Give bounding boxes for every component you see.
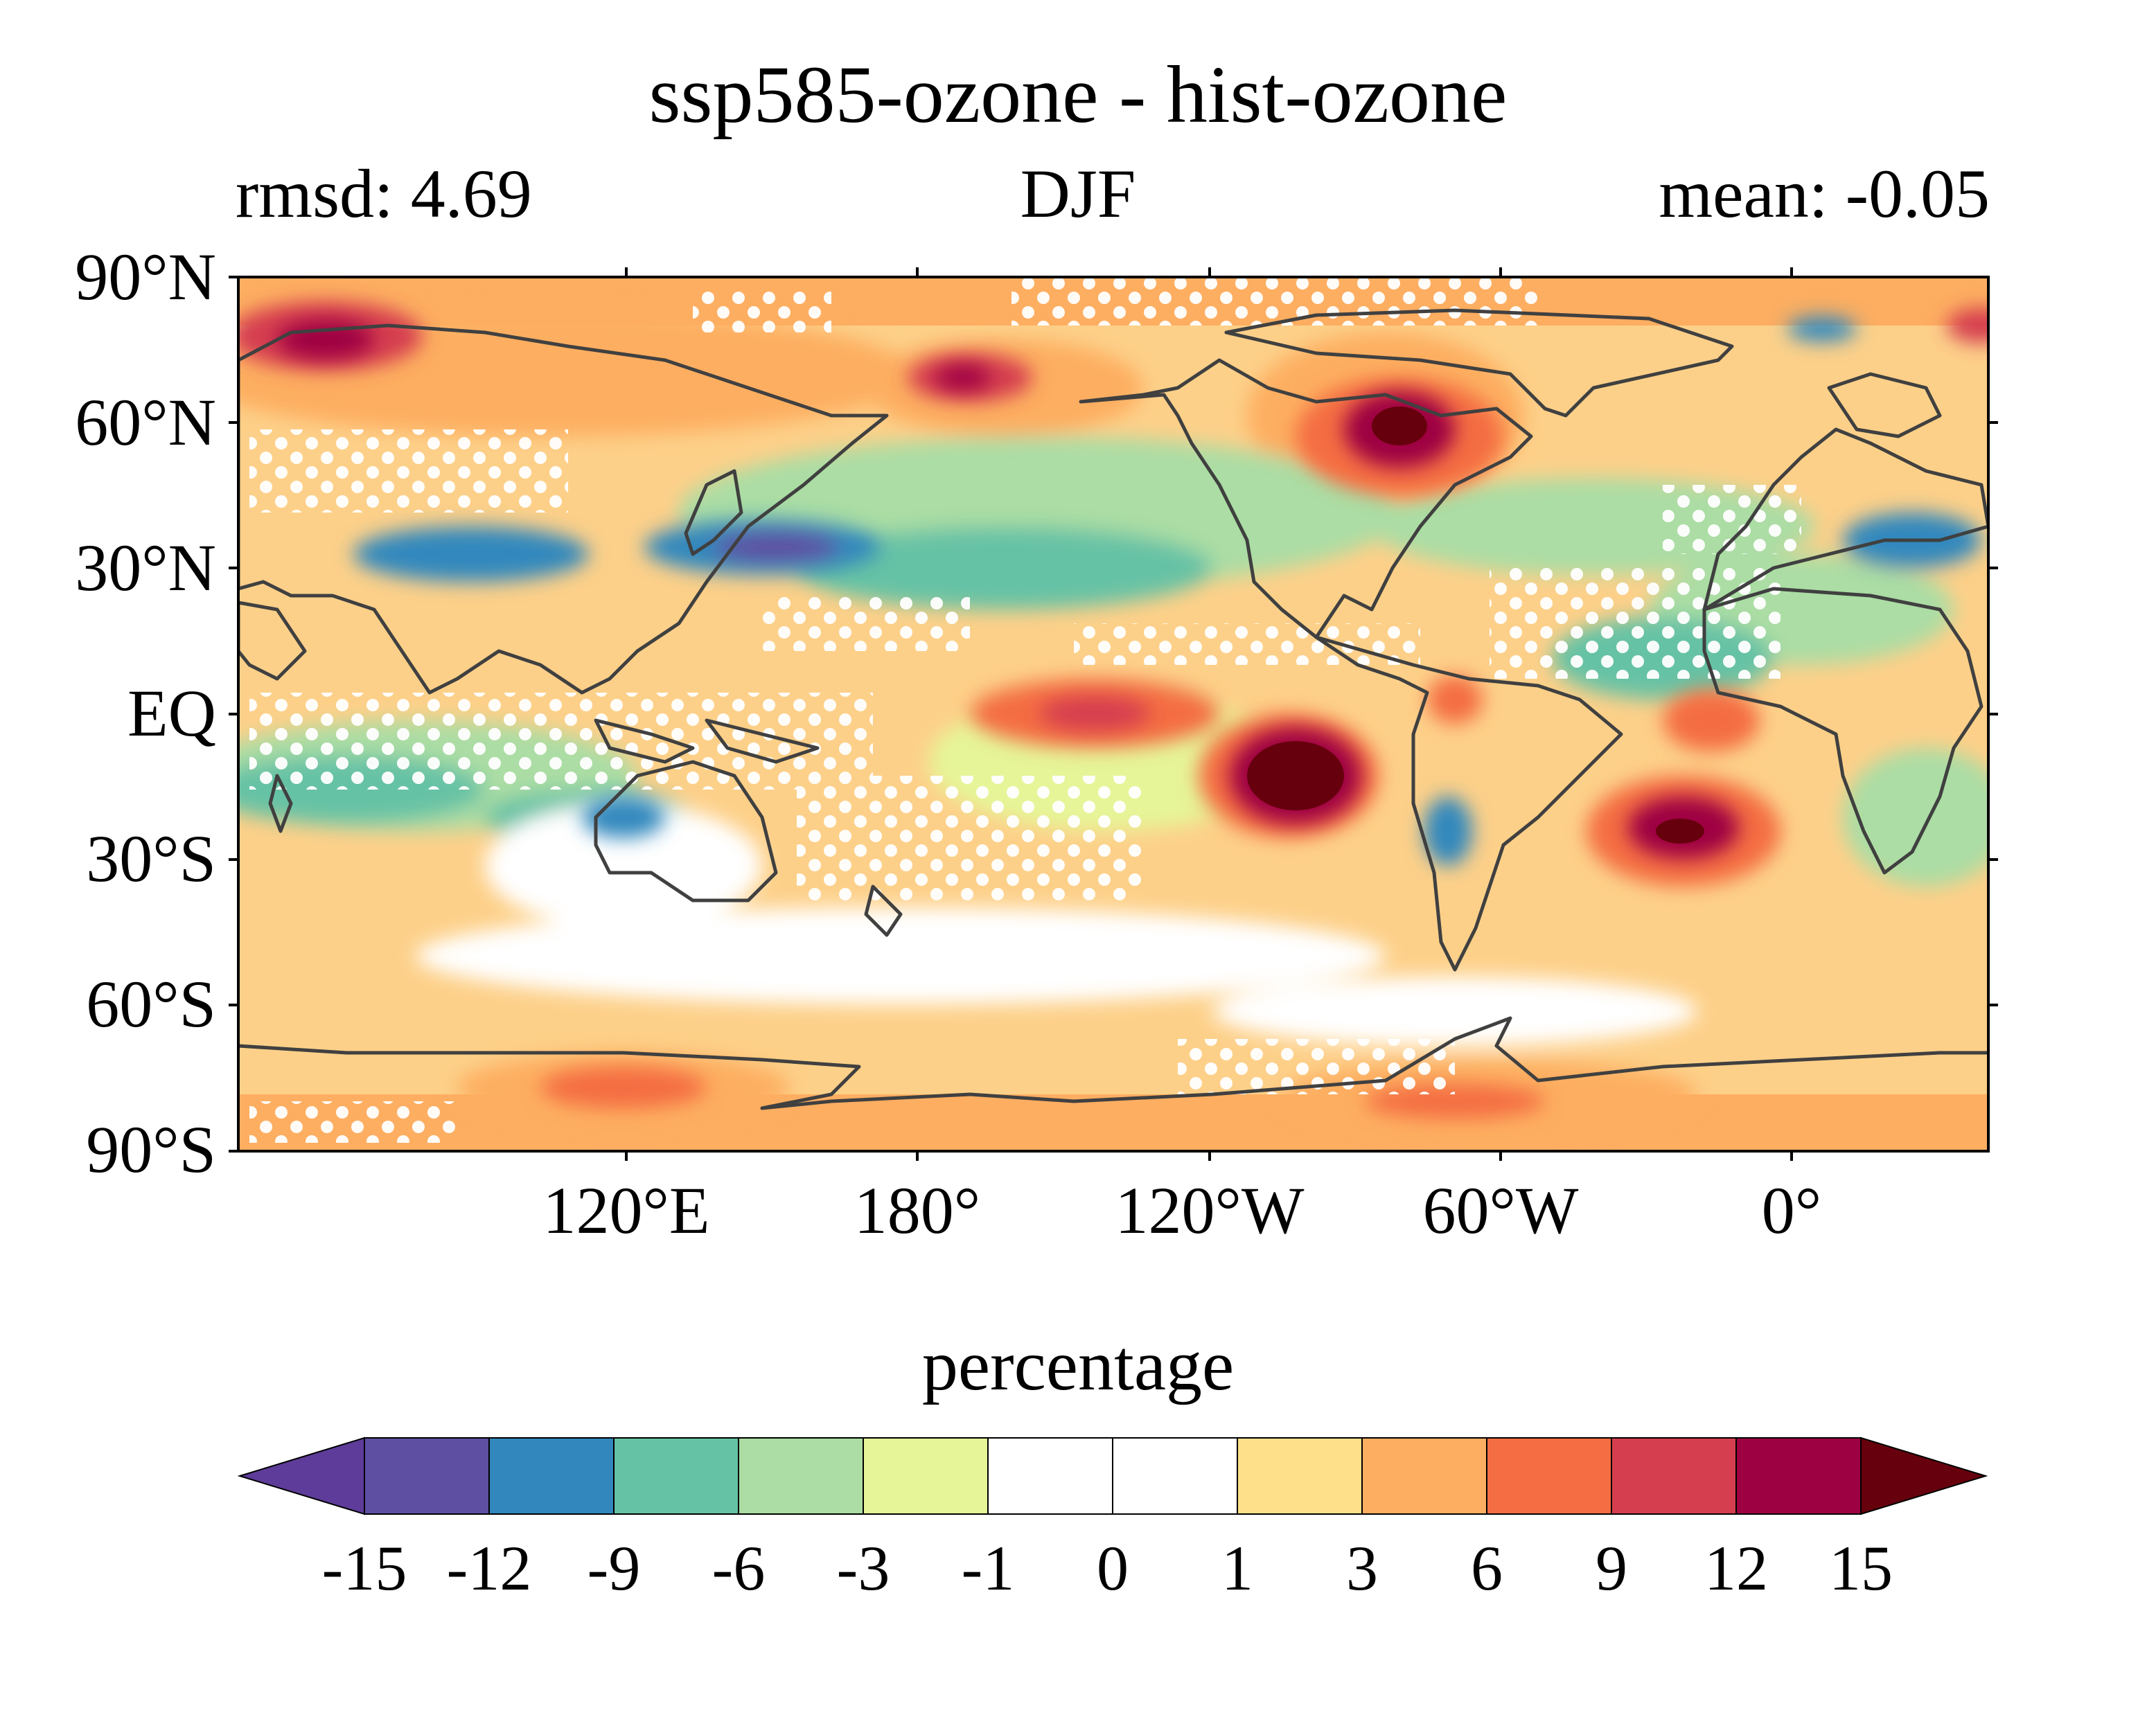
- southern-white-band: [416, 907, 1386, 1004]
- greenland-coast: [1224, 308, 1734, 418]
- colorbar-segment: [488, 1437, 615, 1515]
- europe-coast: [1702, 427, 1988, 612]
- colorbar-tick-label: 15: [1829, 1533, 1893, 1603]
- eq-pacific-red-core: [1039, 696, 1150, 731]
- siberia-darkred-core: [277, 320, 374, 359]
- lat-label-30n: 30°N: [75, 531, 216, 605]
- colorbar-segment: [1735, 1437, 1862, 1515]
- asia-coast: [238, 323, 889, 695]
- lat-label-90n: 90°N: [75, 240, 216, 314]
- indonesia-coast: [594, 718, 695, 764]
- south-america-coast: [1314, 635, 1623, 972]
- africa-coast: [1702, 587, 1983, 875]
- stippling-overlay: [249, 277, 1801, 1143]
- colorbar-segment: [1486, 1437, 1612, 1515]
- axis-ticks: [229, 267, 1998, 1161]
- lon-label-120w: 120°W: [1115, 1173, 1305, 1247]
- colorbar-label: percentage: [921, 1326, 1235, 1405]
- lon-label-180: 180°: [854, 1173, 981, 1247]
- colorbar-segment: [1237, 1437, 1363, 1515]
- anomaly-field: [238, 277, 1988, 1151]
- colorbar-tick-label: -3: [836, 1533, 890, 1603]
- colorbar-tick-label: 6: [1471, 1533, 1503, 1603]
- lon-label-60w: 60°W: [1422, 1173, 1579, 1247]
- colorbar-tick-label: -9: [587, 1533, 641, 1603]
- colorbar-segment: [1611, 1437, 1737, 1515]
- madagascar-coast: [268, 774, 293, 833]
- mean-label: mean: -0.05: [1659, 155, 1990, 232]
- coastlines: [238, 308, 1988, 1110]
- south-atlantic-max-core: [1656, 819, 1704, 844]
- antarctica-coast: [238, 1016, 1988, 1110]
- plot-title: ssp585-ozone - hist-ozone: [648, 49, 1508, 140]
- colorbar-tick-label: -6: [712, 1533, 766, 1603]
- gulf-guinea-orange-region: [1663, 689, 1760, 751]
- north-america-coast: [1079, 358, 1533, 639]
- colorbar-segment: [1112, 1437, 1238, 1515]
- arabia-coast: [238, 600, 307, 681]
- east-pacific-max-core: [1247, 741, 1344, 810]
- colorbar-tick-label: 12: [1704, 1533, 1768, 1603]
- colorbar-under-arrow: [237, 1436, 365, 1515]
- colorbar-tick-label: -15: [321, 1533, 407, 1603]
- lat-label-60s: 60°S: [86, 967, 216, 1041]
- lon-label-0: 0°: [1761, 1173, 1822, 1247]
- colorbar-tick-label: 0: [1097, 1533, 1129, 1603]
- lat-label-30s: 30°S: [86, 821, 216, 896]
- australia-white-region: [485, 803, 762, 928]
- colorbar-segment: [987, 1437, 1113, 1515]
- colorbar: [237, 1436, 1988, 1515]
- bering-darkred-core: [935, 365, 991, 390]
- asia-blue-region: [353, 526, 589, 582]
- andes-orange-region: [1427, 675, 1483, 724]
- colorbar-tick-label: 3: [1346, 1533, 1378, 1603]
- colorbar-tick-label: 1: [1221, 1533, 1253, 1603]
- greenland-blue-region: [1787, 317, 1857, 341]
- colorbar-segment: [863, 1437, 989, 1515]
- lon-label-120e: 120°E: [542, 1173, 710, 1247]
- hudson-max-core: [1372, 407, 1427, 445]
- colorbar-tick-label: -1: [961, 1533, 1015, 1603]
- southern-white-band-2: [1212, 977, 1697, 1046]
- new-guinea-coast: [705, 718, 820, 764]
- colorbar-tick-label: -12: [446, 1533, 532, 1603]
- north-pacific-teal-region: [797, 526, 1212, 610]
- south-america-blue-region: [1424, 797, 1472, 866]
- colorbar-segment: [364, 1437, 490, 1515]
- rmsd-label: rmsd: 4.69: [236, 155, 532, 232]
- antarctic-red-west: [540, 1067, 707, 1108]
- season-label: DJF: [1020, 155, 1136, 232]
- colorbar-segment: [613, 1437, 739, 1515]
- colorbar-tick-label: 9: [1596, 1533, 1627, 1603]
- japan-coast: [684, 469, 743, 556]
- scandinavia-coast: [1827, 372, 1942, 438]
- colorbar-over-arrow: [1860, 1436, 1988, 1515]
- new-zealand-coast: [864, 884, 903, 937]
- scandinavia-red-region: [1947, 308, 1988, 343]
- australia-coast: [594, 760, 778, 902]
- nw-pacific-purple-region: [714, 532, 838, 562]
- australia-blue-region: [582, 797, 665, 838]
- lat-label-60n: 60°N: [75, 385, 216, 459]
- colorbar-segment: [738, 1437, 864, 1515]
- southern-africa-green-region: [1843, 748, 1988, 887]
- lat-label-eq: EQ: [127, 676, 216, 750]
- lat-label-90s: 90°S: [86, 1112, 216, 1186]
- colorbar-segment: [1361, 1437, 1487, 1515]
